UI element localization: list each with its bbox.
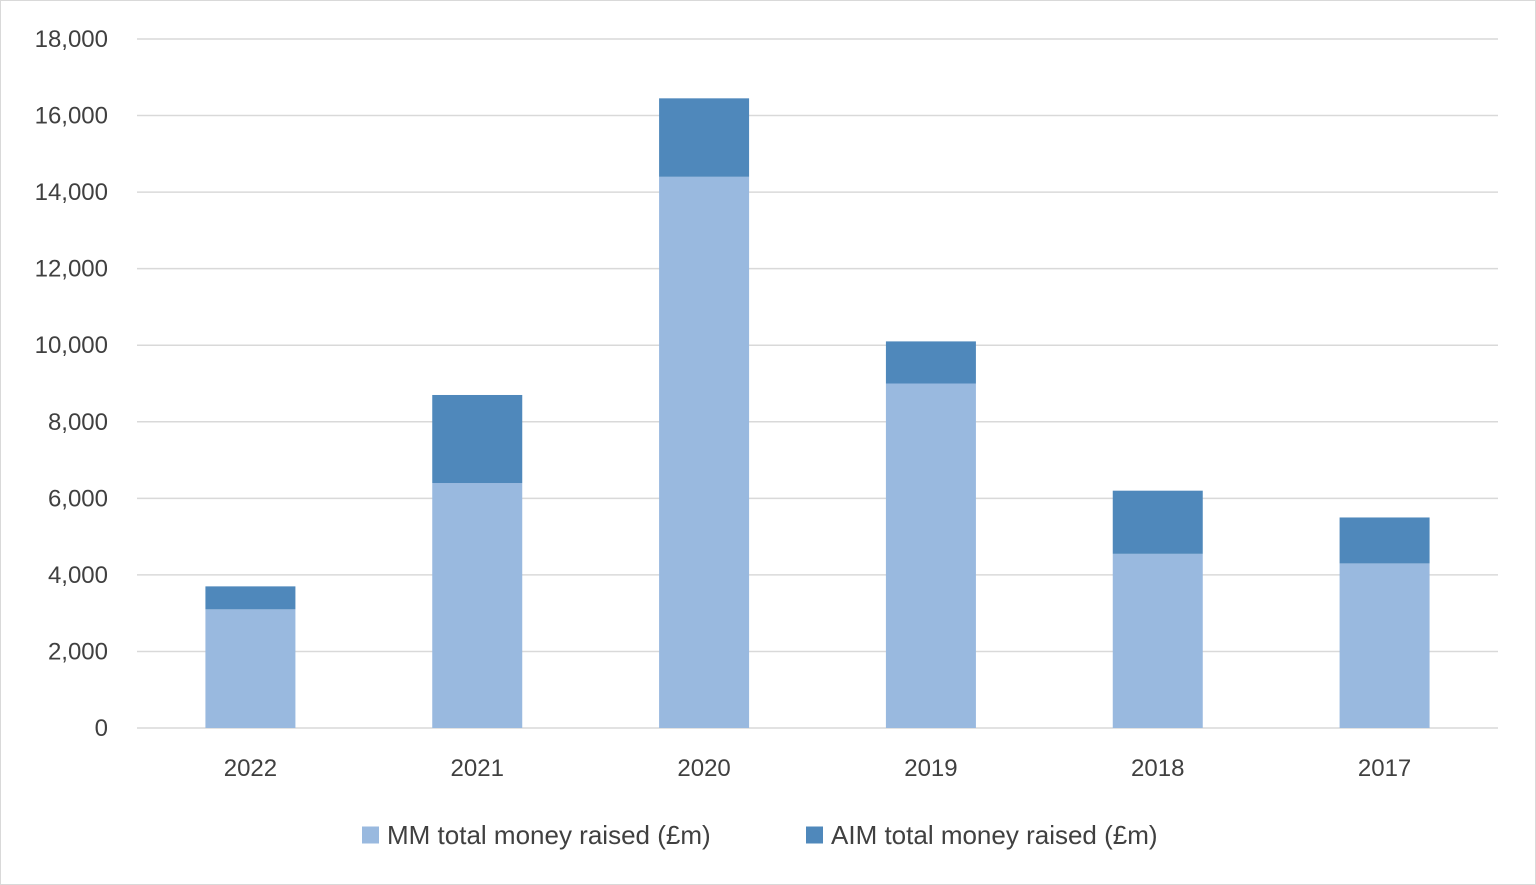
- bar-2018-mm: [1112, 553, 1203, 728]
- bar-2020-aim: [659, 98, 750, 177]
- legend-swatch-aim: [806, 826, 823, 844]
- x-axis-ticks: 2022 2021 2020 2019 2018 2017: [224, 755, 1412, 782]
- bar-2017-aim: [1339, 517, 1430, 564]
- bars: [205, 98, 1430, 729]
- bar-2021-aim: [432, 394, 523, 484]
- y-tick-label: 4,000: [48, 562, 108, 589]
- legend-label-mm: MM total money raised (£m): [387, 820, 711, 850]
- bar-2021-mm: [432, 483, 523, 728]
- y-axis-ticks: 0 2,000 4,000 6,000 8,000 10,000 12,000 14,000 1…: [35, 26, 108, 742]
- y-tick-label: 18,000: [35, 26, 108, 53]
- legend-label-aim: AIM total money raised (£m): [831, 820, 1158, 850]
- y-tick-label: 10,000: [35, 332, 108, 359]
- bar-2018-aim: [1112, 490, 1203, 554]
- x-tick-label: 2018: [1131, 755, 1184, 782]
- y-tick-label: 12,000: [35, 256, 108, 283]
- legend: MM total money raised (£m) AIM total mone…: [362, 820, 1158, 850]
- bar-2017-mm: [1339, 563, 1430, 728]
- bar-2022-mm: [205, 609, 296, 728]
- legend-swatch-mm: [362, 826, 379, 844]
- x-tick-label: 2020: [677, 755, 730, 782]
- x-tick-label: 2021: [451, 755, 504, 782]
- bar-2022-aim: [205, 586, 296, 610]
- x-tick-label: 2019: [904, 755, 957, 782]
- y-tick-label: 16,000: [35, 103, 108, 130]
- y-tick-label: 2,000: [48, 638, 108, 665]
- y-tick-label: 0: [95, 715, 108, 742]
- y-tick-label: 14,000: [35, 179, 108, 206]
- bar-2020-mm: [659, 176, 750, 729]
- gridlines: [137, 38, 1498, 729]
- y-tick-label: 6,000: [48, 485, 108, 512]
- bar-2019-mm: [885, 383, 976, 728]
- bar-2019-aim: [885, 341, 976, 384]
- x-tick-label: 2017: [1358, 755, 1411, 782]
- x-tick-label: 2022: [224, 755, 277, 782]
- y-tick-label: 8,000: [48, 409, 108, 436]
